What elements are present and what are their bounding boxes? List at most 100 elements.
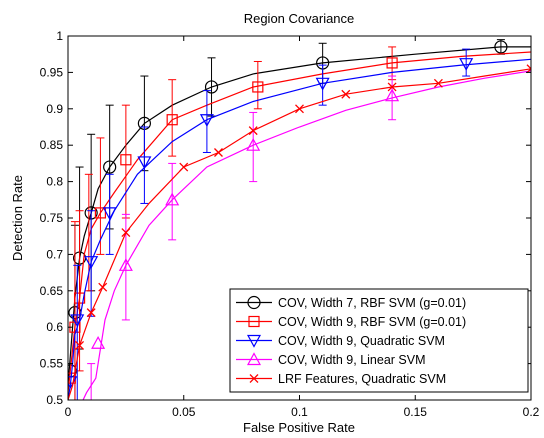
error-bar	[253, 60, 262, 110]
data-point	[433, 78, 443, 88]
legend-box	[229, 288, 529, 393]
data-point	[165, 192, 180, 206]
x-marker-stroke	[249, 374, 259, 383]
legend-marker	[248, 315, 260, 328]
data-point	[73, 292, 86, 304]
error-bar	[168, 79, 177, 157]
data-point	[70, 314, 85, 328]
legend-label: COV, Width 9, Quadratic SVM	[278, 334, 445, 348]
series-5	[68, 64, 531, 400]
x-tick-label: 0.2	[523, 405, 540, 419]
x-marker-stroke	[248, 126, 258, 136]
x-tick-label: 0.1	[291, 405, 308, 419]
data-point	[248, 126, 258, 136]
legend-item: COV, Width 9, RBF SVM (g=0.01)	[236, 315, 466, 329]
data-point	[214, 148, 223, 157]
x-marker-stroke	[526, 64, 531, 70]
legend-marker	[246, 334, 262, 348]
plot-frame	[67, 35, 532, 401]
y-tick-label: 1	[56, 29, 63, 43]
data-point	[118, 258, 133, 271]
data-point	[386, 57, 398, 69]
data-point	[102, 207, 117, 221]
data-point	[94, 207, 107, 219]
data-point	[84, 256, 99, 269]
error-bar	[202, 90, 211, 153]
error-bar	[318, 64, 327, 106]
data-point	[103, 160, 117, 174]
x-marker-stroke	[98, 282, 108, 292]
legend-marker	[246, 352, 262, 366]
y-tick-label: 0.55	[40, 357, 64, 371]
x-tick-label: 0.15	[404, 405, 428, 419]
data-point	[121, 228, 131, 238]
legend-label: LRF Features, Quadratic SVM	[278, 372, 446, 386]
y-tick-label: 0.8	[46, 175, 63, 189]
x-marker-stroke	[433, 78, 443, 88]
y-tick-label: 0.7	[46, 247, 63, 261]
y-axis-title: Detection Rate	[10, 175, 25, 261]
data-point	[75, 340, 85, 350]
series-layer	[68, 39, 531, 400]
x-marker-stroke	[86, 308, 96, 318]
legend-marker	[247, 295, 261, 310]
data-point	[387, 82, 397, 92]
data-point	[98, 282, 108, 292]
x-tick-label: 0	[65, 405, 72, 419]
chart-title: Region Covariance	[244, 11, 355, 26]
x-marker-stroke	[121, 228, 131, 238]
data-point	[166, 114, 178, 126]
x-marker-stroke	[341, 89, 351, 99]
series-line	[68, 51, 531, 393]
x-marker-stroke	[179, 162, 189, 172]
y-tick-label: 0.5	[46, 393, 63, 407]
data-point	[459, 58, 474, 71]
error-bar	[105, 173, 114, 255]
x-marker-stroke	[387, 82, 397, 92]
data-point	[295, 104, 304, 114]
x-marker-stroke	[526, 67, 531, 74]
data-point	[204, 80, 219, 94]
data-point	[179, 162, 189, 172]
y-tick-label: 0.85	[40, 138, 64, 152]
data-point	[246, 137, 261, 151]
y-tick-label: 0.65	[40, 284, 64, 298]
legend-item: COV, Width 9, Linear SVM	[236, 352, 426, 367]
data-point	[315, 77, 330, 91]
legend-label: COV, Width 7, RBF SVM (g=0.01)	[278, 296, 466, 310]
error-bar	[73, 264, 82, 400]
legend-label: COV, Width 9, Linear SVM	[278, 353, 426, 367]
error-bar	[249, 111, 258, 183]
error-bar	[140, 126, 149, 204]
data-point	[385, 88, 400, 102]
x-marker-stroke	[75, 340, 85, 350]
legend: COV, Width 7, RBF SVM (g=0.01) COV, Width…	[229, 288, 529, 393]
data-point	[86, 308, 96, 318]
error-bar	[87, 363, 96, 400]
data-point	[252, 81, 264, 93]
legend-item: LRF Features, Quadratic SVM	[236, 372, 446, 386]
y-tick-label: 0.9	[46, 102, 63, 116]
legend-item: COV, Width 7, RBF SVM (g=0.01)	[236, 295, 466, 310]
series-2	[68, 46, 531, 400]
legend-marker	[249, 374, 259, 383]
data-point	[120, 154, 132, 166]
data-point	[341, 89, 351, 99]
y-tick-label: 0.75	[40, 211, 64, 225]
series-line	[82, 70, 531, 400]
x-tick-label: 0.05	[172, 405, 196, 419]
error-bar	[168, 162, 177, 241]
x-marker-stroke	[295, 104, 304, 114]
y-tick-label: 0.6	[46, 320, 63, 334]
legend-label: COV, Width 9, RBF SVM (g=0.01)	[278, 315, 466, 329]
legend-item: COV, Width 9, Quadratic SVM	[236, 334, 445, 348]
error-bar	[462, 48, 471, 77]
error-bar	[96, 137, 105, 255]
x-marker-stroke	[214, 148, 223, 157]
x-axis-title: False Positive Rate	[243, 420, 355, 435]
series-line	[68, 68, 531, 400]
y-tick-label: 0.95	[40, 65, 64, 79]
data-point	[137, 156, 152, 170]
data-point	[526, 64, 531, 74]
